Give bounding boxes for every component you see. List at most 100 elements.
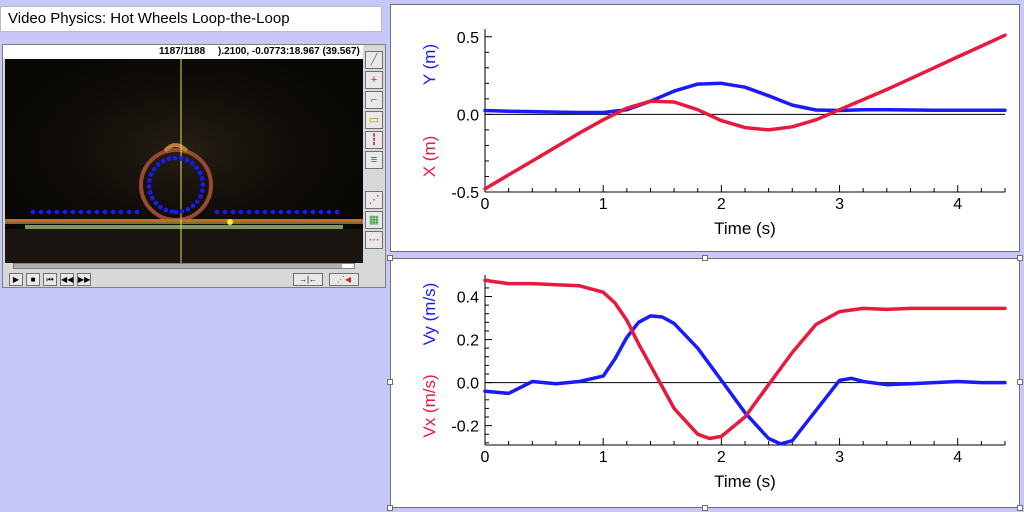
video-frame[interactable] bbox=[5, 59, 363, 263]
series-line bbox=[483, 81, 1007, 115]
tracked-point bbox=[146, 184, 152, 189]
add-point-icon[interactable]: ⋰ bbox=[365, 191, 383, 209]
x-tick-label: 3 bbox=[835, 196, 844, 213]
tracked-point bbox=[86, 209, 92, 215]
step-forward-icon[interactable]: ▶▶ bbox=[77, 273, 91, 286]
tracked-point bbox=[150, 195, 155, 201]
tracked-point bbox=[222, 209, 228, 215]
origin-tool-icon[interactable]: + bbox=[365, 71, 383, 89]
tracked-point bbox=[155, 162, 161, 167]
tracked-point bbox=[147, 178, 152, 183]
tracked-point bbox=[200, 188, 205, 193]
current-point[interactable] bbox=[227, 219, 233, 225]
ruler-tool-icon[interactable]: ┇ bbox=[365, 131, 383, 149]
tracked-point bbox=[197, 170, 203, 176]
play-icon[interactable]: ▶ bbox=[9, 273, 23, 286]
tracked-point bbox=[110, 209, 116, 215]
resize-handle[interactable] bbox=[702, 505, 708, 511]
tracked-point bbox=[153, 200, 159, 206]
x-tick-label: 4 bbox=[953, 196, 962, 213]
first-frame-icon[interactable]: ⏮ bbox=[43, 273, 57, 286]
toy-car bbox=[163, 143, 189, 153]
tracked-points bbox=[30, 155, 340, 215]
tracked-point bbox=[270, 209, 276, 215]
step-back-icon[interactable]: ◀◀ bbox=[60, 273, 74, 286]
x-axis-label: Time (s) bbox=[714, 219, 776, 238]
tracked-point bbox=[199, 176, 205, 181]
trail-mode-button[interactable]: ⋰◀ bbox=[329, 273, 359, 286]
y-axis-label-blue: Vy (m/s) bbox=[420, 283, 439, 346]
x-tick-label: 4 bbox=[953, 449, 962, 466]
tracked-point bbox=[134, 209, 140, 215]
tracked-point bbox=[286, 209, 292, 215]
tool-column: ╱ + ⌐ ▭ ┇ ≡ ⋰ ▦ ⋯ bbox=[365, 49, 385, 264]
resize-handle[interactable] bbox=[387, 379, 393, 385]
tracked-point bbox=[318, 209, 324, 215]
position-graph-svg: 0 1 2 3 4 -0.5 0.0 0.5 Time (s) Y (m) X (m) bbox=[420, 29, 1007, 238]
frame-scrollbar-thumb[interactable] bbox=[342, 264, 354, 268]
stop-icon[interactable]: ■ bbox=[26, 273, 40, 286]
resize-handle[interactable] bbox=[1017, 255, 1023, 261]
series-line bbox=[483, 278, 1007, 441]
video-window: 1187/1188 ).2100, -0.0773:18.967 (39.567… bbox=[2, 44, 386, 288]
tracked-point bbox=[179, 209, 185, 214]
video-status-bar: 1187/1188 ).2100, -0.0773:18.967 (39.567… bbox=[3, 45, 363, 59]
point-trail-icon[interactable]: ⋯ bbox=[365, 231, 383, 249]
tracked-point bbox=[230, 209, 236, 215]
tracked-point bbox=[169, 209, 175, 214]
tracked-point bbox=[294, 209, 300, 215]
series-line bbox=[483, 314, 1007, 446]
y-axis-label-red: Vx (m/s) bbox=[420, 374, 439, 437]
y-axis-label-blue: Y (m) bbox=[420, 44, 439, 85]
tracked-point bbox=[70, 209, 76, 215]
tracked-point bbox=[194, 199, 200, 204]
x-tick-label: 1 bbox=[599, 449, 608, 466]
tracked-point bbox=[173, 209, 179, 215]
tracked-point bbox=[310, 209, 316, 215]
velocity-graph[interactable]: 0 1 2 3 4 -0.2 0.0 0.2 0.4 Time (s) Vy (m/s) Vx (m/… bbox=[390, 258, 1020, 508]
tracked-point bbox=[163, 207, 169, 213]
tracked-point bbox=[302, 209, 308, 215]
set-range-button[interactable]: →|← bbox=[293, 273, 323, 286]
position-graph[interactable]: 0 1 2 3 4 -0.5 0.0 0.5 Time (s) Y (m) X (m) bbox=[390, 4, 1020, 252]
axes-tool-icon[interactable]: ⌐ bbox=[365, 91, 383, 109]
velocity-graph-svg: 0 1 2 3 4 -0.2 0.0 0.2 0.4 Time (s) Vy (m/s) Vx (m/… bbox=[420, 275, 1007, 491]
y-tick-label: -0.5 bbox=[451, 185, 479, 202]
resize-handle[interactable] bbox=[387, 505, 393, 511]
tracked-point bbox=[38, 209, 44, 215]
x-tick-label: 0 bbox=[481, 196, 490, 213]
settings-tool-icon[interactable]: ≡ bbox=[365, 151, 383, 169]
y-tick-label: 0.2 bbox=[457, 333, 479, 350]
tracked-point bbox=[214, 209, 220, 215]
resize-handle[interactable] bbox=[1017, 379, 1023, 385]
line-tool-icon[interactable]: ╱ bbox=[365, 51, 383, 69]
tracked-point bbox=[278, 209, 284, 215]
graph-view-icon[interactable]: ▦ bbox=[365, 211, 383, 229]
resize-handle[interactable] bbox=[387, 255, 393, 261]
resize-handle[interactable] bbox=[1017, 505, 1023, 511]
tracked-point bbox=[158, 204, 163, 210]
ground-line bbox=[5, 219, 363, 222]
resize-handle[interactable] bbox=[702, 255, 708, 261]
x-tick-label: 1 bbox=[599, 196, 608, 213]
scale-tool-icon[interactable]: ▭ bbox=[365, 111, 383, 129]
tracked-point bbox=[147, 190, 153, 195]
tracked-point bbox=[46, 209, 52, 215]
page-title: Video Physics: Hot Wheels Loop-the-Loop bbox=[0, 6, 382, 32]
y-tick-label: 0.0 bbox=[457, 376, 479, 393]
tracked-point bbox=[94, 209, 100, 215]
tracked-point bbox=[254, 209, 260, 215]
frame-scrollbar[interactable] bbox=[13, 263, 355, 269]
tracked-point bbox=[262, 209, 268, 215]
tracked-point bbox=[326, 209, 332, 215]
frame-counter: 1187/1188 bbox=[159, 46, 206, 57]
tracked-point bbox=[200, 182, 206, 187]
x-axis-label: Time (s) bbox=[714, 472, 776, 491]
x-tick-label: 0 bbox=[481, 449, 490, 466]
tracked-point bbox=[184, 158, 190, 163]
track-rail bbox=[25, 225, 343, 229]
y-axis-label-red: X (m) bbox=[420, 136, 439, 178]
x-tick-label: 2 bbox=[717, 196, 726, 213]
tracked-point bbox=[246, 209, 252, 215]
y-tick-label: 0.4 bbox=[457, 290, 479, 307]
